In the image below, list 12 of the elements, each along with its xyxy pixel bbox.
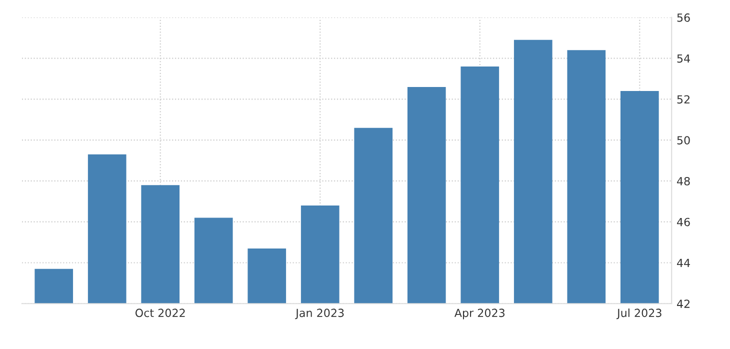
y-tick-label: 48 (677, 176, 690, 186)
y-tick-label: 50 (677, 136, 690, 144)
y-tick-label: 46 (677, 218, 690, 226)
y-tick-label: 44 (677, 258, 690, 267)
y-tick-label: 56 (677, 13, 690, 22)
y-tick-label: 54 (677, 54, 690, 63)
x-tick-label: Jan 2023 (295, 308, 344, 320)
x-tick-label: Jul 2023 (616, 308, 662, 320)
y-tick-label: 52 (677, 95, 690, 104)
y-tick-label: 42 (677, 300, 690, 308)
x-tick-label: Oct 2022 (135, 308, 185, 318)
x-tick-label: Apr 2023 (454, 308, 505, 320)
